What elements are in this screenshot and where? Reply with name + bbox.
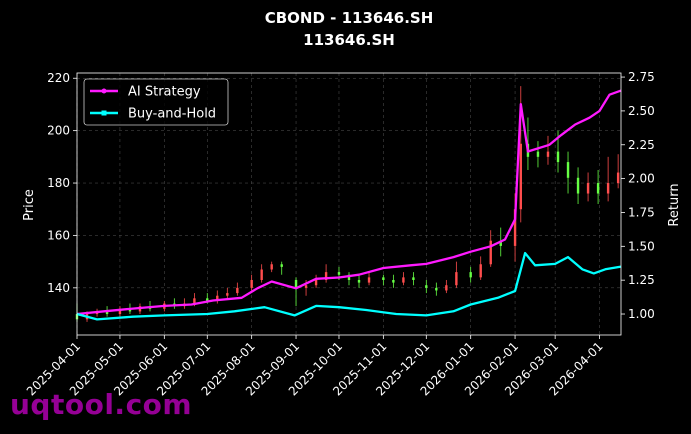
candle-body	[606, 183, 610, 194]
legend: AI Strategy Buy-and-Hold	[83, 78, 229, 126]
y-tick-label: 140	[47, 281, 70, 295]
y-tick-label: 220	[47, 71, 70, 85]
chart-title: CBOND - 113646.SH	[265, 9, 434, 27]
candle-body	[357, 279, 361, 283]
candle-body	[392, 279, 395, 283]
candle-body	[489, 240, 492, 265]
candle-body	[236, 287, 239, 294]
candle-body	[455, 272, 458, 286]
ai-strategy-line	[76, 89, 622, 316]
candle-body	[425, 285, 428, 288]
y-tick-label: 180	[47, 176, 70, 190]
left-axis-ticks: 140 160 180 200 220	[47, 71, 77, 295]
candle-body	[435, 287, 438, 291]
right-axis-ticks: 1.00 1.25 1.50 1.75 2.00 2.25 2.50 2.75	[621, 70, 655, 321]
y-tick-label: 160	[47, 228, 70, 242]
candle-body	[260, 269, 263, 280]
legend-marker-ai-strategy	[101, 88, 107, 94]
candle-body	[314, 279, 318, 286]
chart-subtitle: 113646.SH	[303, 31, 395, 49]
candle-body	[566, 162, 570, 178]
y2-tick-label: 1.00	[628, 307, 655, 321]
candle-body	[479, 264, 482, 278]
candle-body	[445, 285, 448, 291]
candle-body	[546, 151, 550, 157]
y2-tick-label: 2.75	[628, 70, 655, 84]
y2-tick-label: 2.25	[628, 138, 655, 152]
candle-body	[294, 279, 298, 288]
y2-tick-label: 1.25	[628, 273, 655, 287]
legend-label-ai-strategy: AI Strategy	[128, 85, 201, 100]
candle-body	[556, 151, 560, 163]
candle-body	[367, 277, 371, 283]
plot-frame	[76, 72, 622, 336]
candle-body	[616, 172, 620, 184]
candle-body	[206, 298, 209, 301]
candle-body	[513, 209, 517, 246]
candle-body	[402, 277, 405, 283]
y2-tick-label: 2.00	[628, 172, 655, 186]
candle-body	[469, 272, 472, 278]
candle-body	[576, 177, 580, 194]
candle-body	[118, 308, 122, 315]
legend-marker-buy-and-hold	[101, 110, 107, 116]
candle-body	[337, 272, 341, 275]
candle-body	[324, 272, 328, 280]
candle-body	[596, 183, 600, 194]
buy-and-hold-line	[76, 251, 622, 321]
legend-box	[83, 78, 229, 126]
y-axis-label: Price	[22, 189, 37, 221]
candle-body	[499, 240, 502, 246]
candle-body	[193, 298, 196, 304]
y2-axis-label: Return	[667, 183, 682, 226]
y2-tick-label: 2.50	[628, 104, 655, 118]
candle-body	[128, 308, 132, 312]
y-tick-label: 200	[47, 124, 70, 138]
candle-body	[347, 274, 351, 280]
candle-body	[105, 311, 109, 315]
candle-body	[304, 285, 308, 288]
candle-body	[250, 279, 253, 288]
candle-body	[226, 293, 229, 296]
candle-body	[280, 264, 283, 267]
y2-tick-label: 1.50	[628, 239, 655, 253]
candle-body	[536, 151, 540, 157]
watermark-text: uqtool.com	[10, 388, 193, 421]
y2-tick-label: 1.75	[628, 205, 655, 219]
candle-body	[270, 264, 273, 270]
candle-body	[586, 183, 590, 194]
candle-body	[519, 143, 522, 210]
candle-body	[216, 295, 219, 301]
candle-body	[382, 277, 385, 280]
return-lines	[76, 89, 622, 321]
legend-label-buy-and-hold: Buy-and-Hold	[128, 107, 216, 122]
candle-body	[412, 277, 415, 280]
